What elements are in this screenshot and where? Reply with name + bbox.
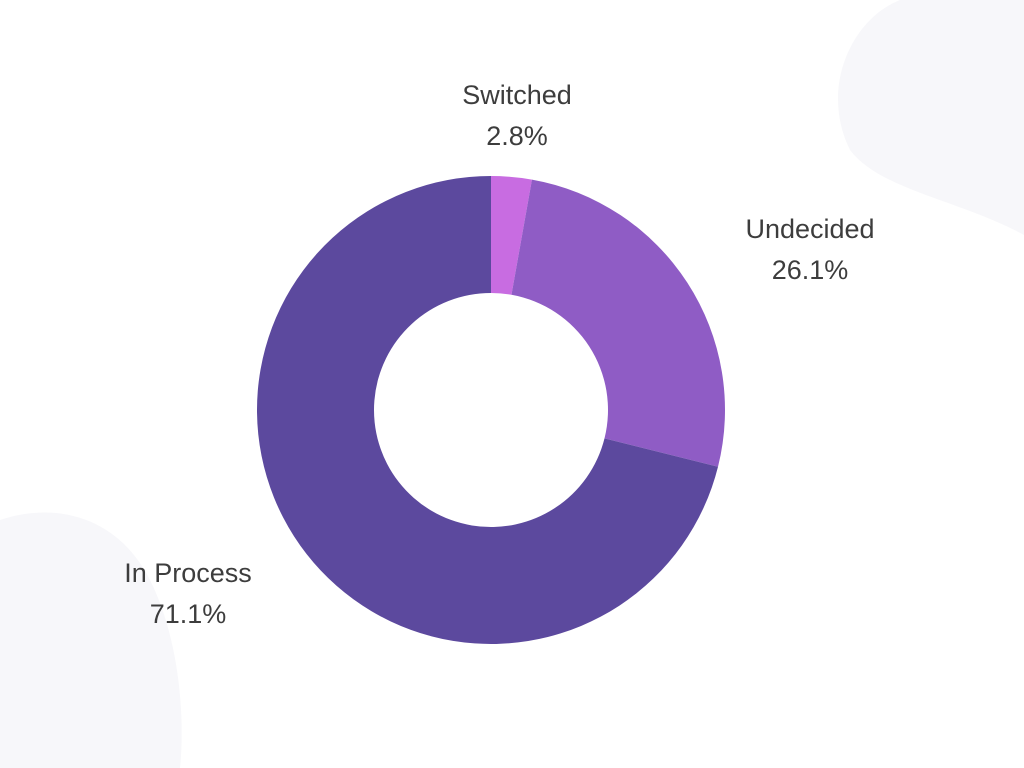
slice-value-label: 26.1% bbox=[772, 255, 849, 285]
slice-in-process bbox=[257, 176, 719, 645]
slice-label: In Process bbox=[124, 558, 252, 588]
slice-undecided bbox=[511, 179, 725, 467]
slice-value-label: 2.8% bbox=[486, 121, 548, 151]
background-blob-top-right bbox=[838, 0, 1024, 235]
slice-switched bbox=[491, 176, 532, 295]
background-blob-bottom-left bbox=[0, 512, 182, 768]
slice-value-label: 71.1% bbox=[150, 599, 227, 629]
slice-label: Switched bbox=[462, 80, 572, 110]
slice-label: Undecided bbox=[745, 214, 874, 244]
